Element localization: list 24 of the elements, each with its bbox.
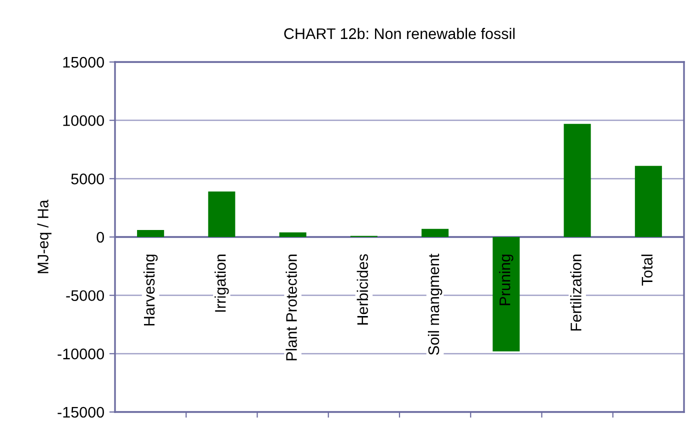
y-tick-label: 0 (96, 232, 104, 243)
bar (634, 166, 662, 237)
x-tick-label: Harvesting (143, 254, 158, 326)
x-tick-label: Fertilization (570, 254, 582, 331)
y-tick-label: -15000 (58, 406, 104, 418)
bar (564, 124, 591, 237)
x-tick-label: Soil mangment (428, 254, 442, 355)
bar (492, 237, 520, 352)
y-tick-label: -5000 (66, 290, 104, 302)
y-tick-label: -10000 (58, 348, 104, 360)
y-tick-label: 15000 (63, 56, 104, 68)
x-tick-label: Herbicides (356, 254, 368, 325)
bar (208, 192, 236, 237)
y-axis-title: MJ-eq / Ha (37, 200, 52, 274)
x-tick-label: Pruning (499, 254, 514, 306)
y-tick-label: 5000 (71, 174, 104, 184)
chart-title: CHART 12b: Non renewable fossil (284, 28, 515, 40)
bar (422, 228, 449, 237)
y-tick-label: 10000 (63, 115, 104, 126)
x-tick-label: Irrigation (214, 254, 229, 312)
x-tick-label: Plant Protection (286, 254, 297, 360)
bar (279, 232, 306, 237)
bar (137, 230, 164, 237)
x-tick-label: Total (641, 254, 653, 286)
